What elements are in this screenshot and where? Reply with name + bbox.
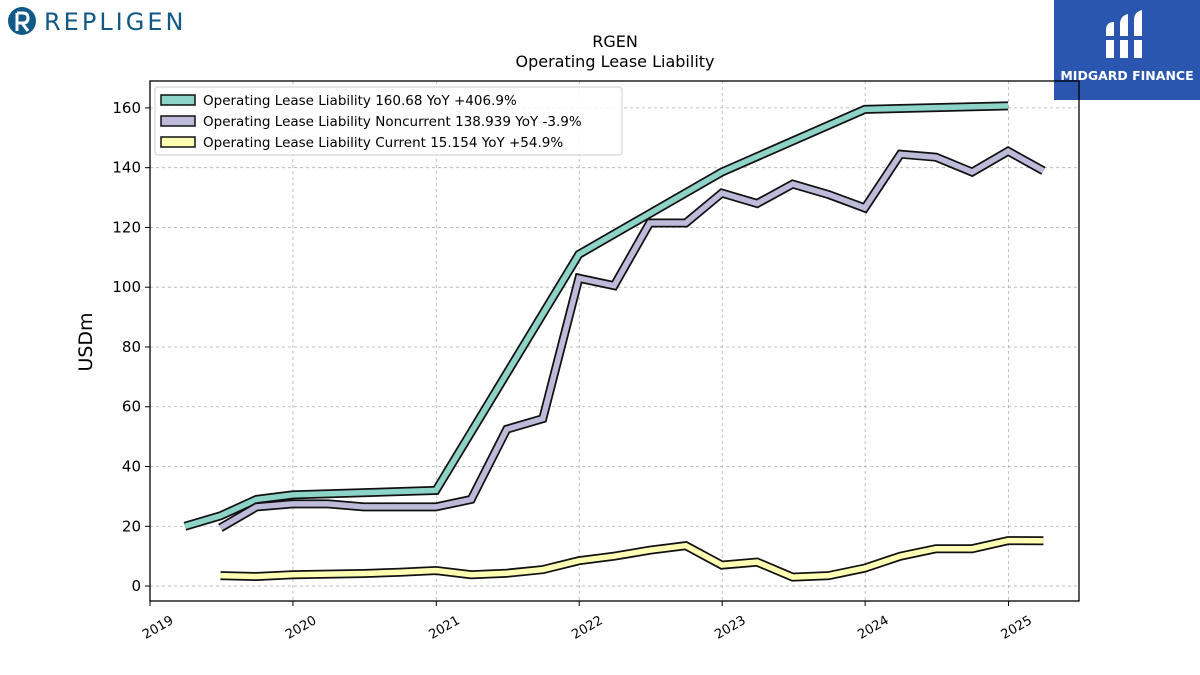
chart-subtitle: Operating Lease Liability — [515, 52, 714, 71]
y-tick-label: 20 — [122, 517, 141, 535]
midgard-logo-icon — [1104, 10, 1146, 58]
x-tick-label: 2025 — [999, 613, 1035, 643]
legend-label: Operating Lease Liability Noncurrent 138… — [203, 114, 582, 130]
repligen-logo: REPLIGEN — [6, 4, 186, 40]
legend-frame — [154, 86, 623, 156]
y-tick-label: 100 — [112, 278, 141, 296]
legend-label: Operating Lease Liability 160.68 YoY +40… — [203, 93, 517, 109]
series-outline — [218, 146, 1046, 532]
legend-swatch — [160, 94, 196, 106]
x-tick-label: 2020 — [283, 613, 319, 643]
legend-label: Operating Lease Liability Current 15.154… — [203, 135, 563, 151]
y-tick-label: 0 — [131, 577, 141, 595]
y-axis-label: USDm — [75, 312, 97, 371]
chart-title: RGEN — [592, 32, 638, 51]
x-axis-ticks: 2019 2020 2021 2022 2023 2024 2025 — [140, 601, 1035, 643]
series-lines — [183, 101, 1046, 582]
repligen-logo-text: REPLIGEN — [44, 8, 187, 36]
series-line — [219, 148, 1045, 531]
midgard-logo: MIDGARD FINANCE — [1054, 0, 1200, 100]
legend-swatch — [160, 115, 196, 127]
series-line — [220, 537, 1044, 580]
x-tick-label: 2024 — [855, 613, 891, 643]
series-outline — [183, 101, 1009, 531]
y-tick-label: 80 — [122, 338, 141, 356]
x-tick-label: 2023 — [712, 613, 748, 643]
y-tick-label: 160 — [112, 99, 141, 117]
series-line — [184, 103, 1009, 529]
y-tick-label: 120 — [112, 218, 141, 236]
repligen-logo-icon — [8, 7, 36, 35]
legend: Operating Lease Liability 160.68 YoY +40… — [154, 86, 623, 156]
x-tick-label: 2019 — [140, 613, 176, 643]
x-tick-label: 2022 — [569, 613, 605, 643]
plot-frame — [149, 80, 1080, 602]
y-tick-label: 60 — [122, 398, 141, 416]
midgard-logo-text: MIDGARD FINANCE — [1060, 68, 1194, 83]
y-axis-ticks: 0 20 40 60 80 100 120 140 160 — [112, 99, 150, 595]
x-tick-label: 2021 — [426, 613, 462, 643]
y-tick-label: 40 — [122, 458, 141, 476]
legend-swatch — [160, 136, 196, 148]
y-tick-label: 140 — [112, 159, 141, 177]
